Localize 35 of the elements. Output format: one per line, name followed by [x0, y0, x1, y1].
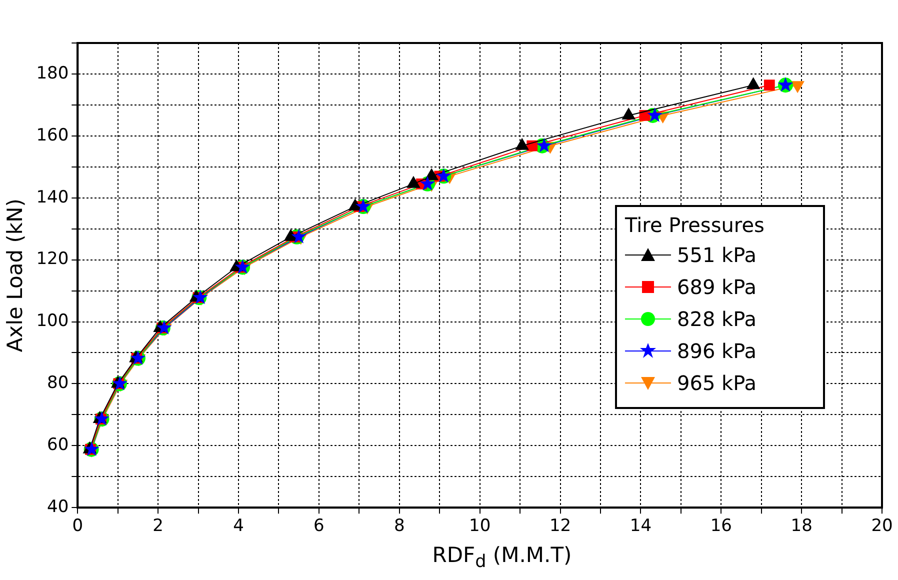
- x-tick-label: 8: [394, 516, 405, 536]
- y-tick-label: 80: [47, 373, 69, 394]
- y-tick-label: 180: [36, 63, 69, 84]
- y-tick-label: 100: [36, 311, 69, 332]
- point: [348, 199, 362, 211]
- x-tick-label: 10: [469, 516, 491, 536]
- point: [425, 168, 438, 180]
- legend-label: 965 kPa: [677, 371, 757, 395]
- y-tick-label: 120: [36, 249, 69, 270]
- y-axis-title: Axle Load (kN): [3, 198, 28, 352]
- x-tick-label: 14: [630, 516, 652, 536]
- x-tick-label: 6: [314, 516, 324, 536]
- legend-label: 689 kPa: [677, 275, 757, 299]
- legend-label: 828 kPa: [677, 307, 757, 331]
- y-tick-label: 60: [47, 435, 69, 456]
- x-tick-label: 16: [710, 516, 732, 536]
- legend-label: 896 kPa: [677, 339, 757, 363]
- y-tick-label: 140: [36, 187, 69, 208]
- x-axis-title: RDF$_{d}$ (M.M.T): [431, 543, 573, 572]
- point: [515, 138, 529, 150]
- x-tick-label: 12: [549, 516, 572, 536]
- x-tick-label: 2: [152, 516, 164, 536]
- point: [622, 108, 636, 120]
- y-tick-label: 40: [47, 497, 69, 518]
- x-tick-label: 18: [790, 516, 812, 536]
- x-tick-label: 0: [72, 516, 84, 536]
- point: [764, 80, 775, 91]
- point: [284, 229, 298, 241]
- point: [746, 78, 760, 90]
- legend-title: Tire Pressures: [624, 213, 766, 237]
- point: [406, 176, 420, 188]
- y-tick-label: 160: [36, 125, 69, 146]
- x-tick-label: 4: [233, 516, 244, 536]
- legend-label: 551 kPa: [677, 243, 757, 267]
- x-tick-label: 20: [871, 516, 893, 536]
